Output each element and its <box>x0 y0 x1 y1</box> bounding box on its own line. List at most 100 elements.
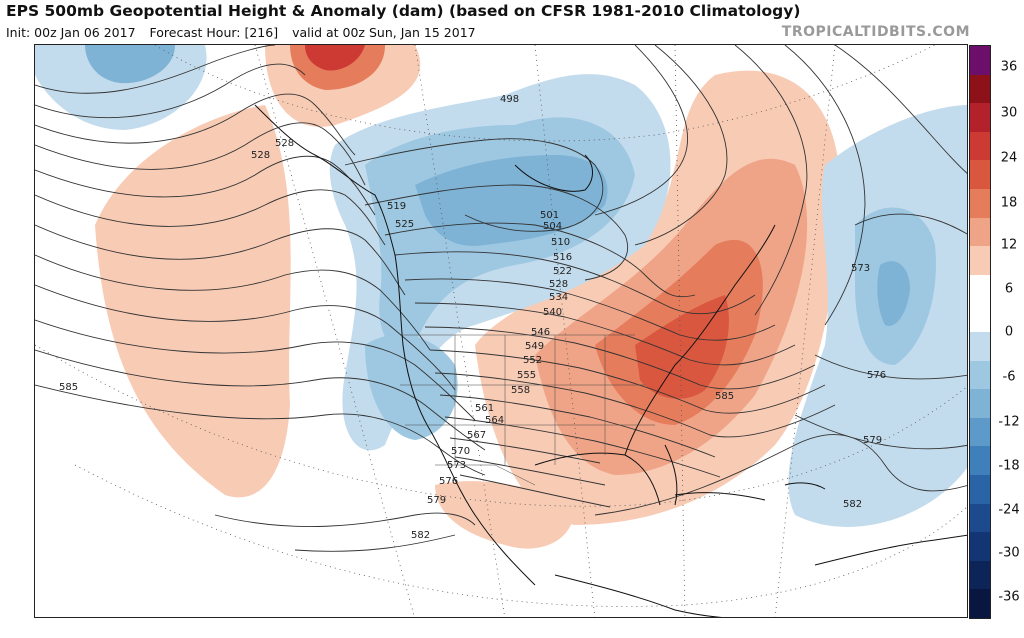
contour-label: 522 <box>553 266 572 277</box>
contour-label: 576 <box>439 476 458 487</box>
map-subtitle: Init: 00z Jan 06 2017 Forecast Hour: [21… <box>6 25 486 40</box>
contour-label: 579 <box>427 495 446 506</box>
coastline-gulf-coast <box>534 452 661 506</box>
contour-label: 504 <box>543 221 562 232</box>
grid-meridian <box>414 45 506 617</box>
coastline-central-america <box>554 574 723 617</box>
coastline-west-north-america <box>254 104 536 586</box>
contour-label: 528 <box>549 279 568 290</box>
colorbar-segment <box>970 74 990 104</box>
contour-line <box>344 138 604 232</box>
contour-label: 525 <box>395 219 414 230</box>
grid-meridian <box>674 45 686 617</box>
coastline-east-coast <box>624 224 776 456</box>
colorbar-tick-label: -30 <box>998 545 1020 561</box>
contour-line <box>634 45 728 246</box>
colorbar-segment <box>970 360 990 390</box>
contour-label: 546 <box>531 327 550 338</box>
contour-label: 567 <box>467 430 486 441</box>
colorbar-segment <box>970 532 990 561</box>
contour-line <box>35 63 306 119</box>
colorbar-segment <box>970 188 990 218</box>
contour-label: 528 <box>251 150 270 161</box>
colorbar-tick-label: 30 <box>1000 105 1018 121</box>
coastline-hudson-bay <box>514 154 593 192</box>
contour-line <box>404 278 776 341</box>
colorbar-segment <box>970 103 990 132</box>
contour-line <box>594 45 688 216</box>
contour-label: 582 <box>411 530 430 541</box>
contour-line <box>734 45 808 316</box>
contour-label: 576 <box>867 370 886 381</box>
contour-line <box>434 372 836 438</box>
contour-label: 585 <box>59 382 78 393</box>
colorbar-segment <box>970 246 990 275</box>
contour-line <box>449 437 601 464</box>
contour-label: 570 <box>451 446 470 457</box>
contour-line <box>444 416 721 478</box>
colorbar-tick-label: 18 <box>1000 195 1018 211</box>
colorbar-segment <box>970 217 990 247</box>
colorbar-tick-label: 6 <box>1004 281 1014 297</box>
contour-line <box>35 349 486 451</box>
map-title: EPS 500mb Geopotential Height & Anomaly … <box>6 2 801 20</box>
map-panel: 498 501 504 510 516 519 522 525 528 528 … <box>34 44 968 618</box>
state-borders <box>400 334 655 486</box>
grid-meridian <box>534 45 596 617</box>
anomaly-gulf-alaska-max <box>305 45 365 71</box>
contour-line <box>454 456 606 486</box>
contour-line <box>794 414 967 450</box>
contour-line <box>35 189 386 246</box>
coastline-hispaniola <box>784 482 826 490</box>
contour-label: 549 <box>525 341 544 352</box>
contour-label: 564 <box>485 415 504 426</box>
contour-line <box>294 534 456 552</box>
colorbar-segment <box>970 131 990 161</box>
contour-label: 561 <box>475 403 494 414</box>
contour-line <box>429 349 826 414</box>
colorbar-segment <box>970 503 990 533</box>
contour-label: 552 <box>523 355 542 366</box>
contour-line <box>214 512 476 527</box>
init-time: Init: 00z Jan 06 2017 <box>6 25 136 40</box>
contour-label: 516 <box>553 252 572 263</box>
colorbar-segment <box>970 389 990 418</box>
contour-label: 573 <box>851 263 870 274</box>
colorbar-tick-label: 0 <box>1004 324 1014 340</box>
contour-label: 573 <box>447 460 466 471</box>
anomaly-east-us-core <box>635 295 729 399</box>
colorbar-segment <box>970 417 990 447</box>
coastline-florida <box>664 444 678 506</box>
colorbar-segment <box>970 474 990 504</box>
contour-line <box>35 284 456 391</box>
colorbar-tick-label: 36 <box>1000 59 1018 75</box>
coastlines <box>254 104 967 617</box>
anomaly-west-pacific <box>95 105 291 498</box>
negative-anomaly-shading <box>35 45 967 527</box>
contour-line <box>854 213 967 235</box>
anomaly-atlantic-low-core <box>877 261 910 326</box>
contour-line <box>384 222 696 298</box>
anomaly-colorbar <box>969 45 991 619</box>
contour-labels: 498 501 504 510 516 519 522 525 528 528 … <box>59 94 886 541</box>
contour-label: 585 <box>715 391 734 402</box>
contour-line <box>459 474 611 508</box>
grid-meridian <box>774 45 836 617</box>
source-watermark: TROPICALTIDBITS.COM <box>781 24 970 40</box>
lat-lon-grid <box>35 45 967 617</box>
colorbar-segment <box>970 274 990 304</box>
contour-line <box>35 155 376 216</box>
anomaly-alaska-low-core <box>85 45 175 84</box>
colorbar-segment <box>970 46 990 75</box>
contour-line <box>35 122 366 186</box>
colorbar-tick-label: 24 <box>1000 150 1018 166</box>
anomaly-canada-trough-core <box>415 155 608 246</box>
colorbar-segment <box>970 560 990 590</box>
contour-label: 528 <box>275 138 294 149</box>
contour-line <box>439 394 716 458</box>
colorbar-tick-label: -36 <box>998 589 1020 605</box>
colorbar-segment <box>970 589 990 618</box>
colorbar-segment <box>970 160 990 189</box>
colorbar-tick-label: -6 <box>1002 369 1016 385</box>
colorbar-tick-label: -24 <box>998 502 1020 518</box>
